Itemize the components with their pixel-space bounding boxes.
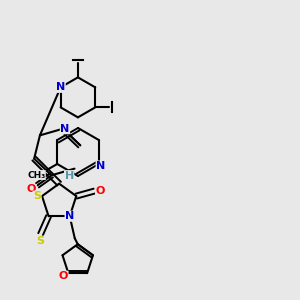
Text: H: H <box>64 171 74 181</box>
Text: N: N <box>60 124 70 134</box>
Text: O: O <box>58 271 68 281</box>
Text: N: N <box>65 211 74 221</box>
Text: N: N <box>56 82 65 92</box>
Text: S: S <box>33 191 41 201</box>
Text: CH₃: CH₃ <box>27 170 45 179</box>
Text: S: S <box>37 236 45 246</box>
Text: N: N <box>96 161 105 171</box>
Text: O: O <box>96 186 105 196</box>
Text: O: O <box>27 184 36 194</box>
